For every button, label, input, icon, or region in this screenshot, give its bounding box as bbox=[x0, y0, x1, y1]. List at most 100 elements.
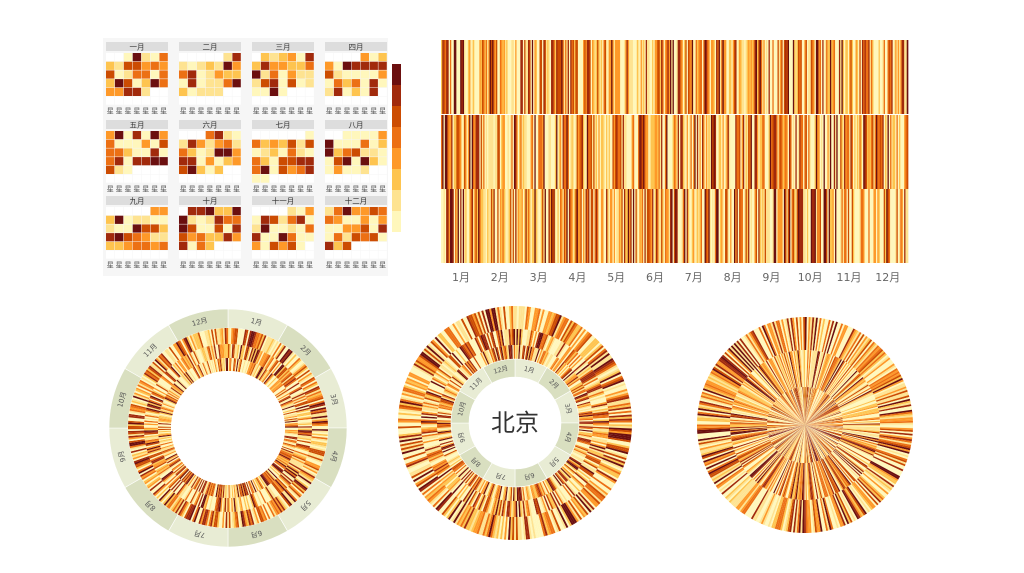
ring-day-cell bbox=[448, 325, 464, 346]
ring-day-cell bbox=[284, 429, 298, 432]
calendar-day-cell bbox=[342, 157, 352, 166]
calendar-day-cell bbox=[223, 79, 232, 88]
ring-day-cell bbox=[183, 471, 193, 483]
ring-day-cell bbox=[442, 447, 457, 455]
ring-day-cell bbox=[536, 483, 542, 497]
ring-day-cell bbox=[469, 314, 481, 337]
ring-day-cell bbox=[510, 500, 513, 517]
ring-day-cell bbox=[146, 445, 161, 451]
ring-day-cell bbox=[261, 371, 271, 383]
ring-day-cell bbox=[249, 331, 256, 348]
strip-day-cell bbox=[804, 40, 806, 114]
strip-day-cell bbox=[678, 189, 681, 263]
ring-day-cell bbox=[440, 400, 454, 406]
strip-day-cell bbox=[713, 189, 716, 263]
strip-day-cell bbox=[629, 40, 631, 114]
strip-day-cell bbox=[824, 189, 827, 263]
strip-day-cell bbox=[478, 189, 480, 263]
ring-day-cell bbox=[877, 443, 910, 454]
ring-day-cell bbox=[554, 472, 565, 485]
calendar-day-cell bbox=[325, 79, 334, 88]
strip-day-cell bbox=[462, 115, 465, 189]
ring-day-cell bbox=[513, 344, 516, 360]
ring-day-cell bbox=[149, 479, 163, 492]
ring-day-cell bbox=[493, 347, 499, 362]
calendar-day-cell bbox=[378, 139, 387, 148]
strip-day-cell bbox=[626, 115, 629, 189]
strip-day-cell bbox=[721, 189, 723, 263]
strip-day-cell bbox=[496, 40, 498, 114]
ring-day-cell bbox=[225, 358, 228, 372]
ring-day-cell bbox=[805, 422, 843, 425]
ring-day-cell bbox=[824, 496, 836, 530]
ring-day-cell bbox=[877, 398, 911, 409]
ring-day-cell bbox=[835, 379, 866, 403]
ring-day-cell bbox=[546, 336, 555, 353]
ring-day-cell bbox=[160, 352, 173, 366]
month-title: 八月 bbox=[349, 121, 364, 130]
strip-day-cell bbox=[710, 40, 713, 114]
ring-day-cell bbox=[308, 400, 325, 407]
ring-day-cell bbox=[587, 451, 603, 459]
strip-day-cell bbox=[446, 40, 448, 114]
strip-heatmap bbox=[441, 40, 909, 263]
calendar-day-cell bbox=[287, 165, 296, 174]
ring-day-cell bbox=[421, 351, 441, 367]
strip-day-cell bbox=[677, 189, 680, 263]
strip-day-cell bbox=[753, 189, 755, 263]
strip-day-cell bbox=[713, 40, 716, 114]
ring-day-cell bbox=[181, 374, 192, 386]
ring-day-cell bbox=[486, 332, 493, 349]
calendar-empty-cell bbox=[106, 207, 115, 216]
ring-day-cell bbox=[197, 479, 204, 492]
ring-day-cell bbox=[805, 425, 815, 462]
ring-day-cell bbox=[436, 335, 453, 354]
ring-day-cell bbox=[840, 330, 859, 360]
strip-day-cell bbox=[544, 189, 547, 263]
ring-day-cell bbox=[217, 344, 221, 359]
ring-day-cell bbox=[590, 400, 607, 406]
calendar-day-cell bbox=[333, 165, 343, 174]
ring-day-cell bbox=[426, 389, 443, 397]
ring-day-cell bbox=[431, 488, 449, 506]
ring-day-cell bbox=[138, 465, 154, 474]
strip-day-cell bbox=[652, 115, 654, 189]
ring-day-cell bbox=[460, 366, 472, 378]
ring-day-cell bbox=[161, 404, 175, 410]
ring-day-cell bbox=[461, 365, 472, 377]
strip-day-cell bbox=[510, 40, 512, 114]
strip-day-cell bbox=[767, 189, 769, 263]
calendar-empty-cell bbox=[351, 241, 361, 250]
ring-day-cell bbox=[158, 432, 172, 435]
ring-day-cell bbox=[733, 436, 769, 449]
strip-day-cell bbox=[562, 115, 565, 189]
ring-day-cell bbox=[207, 482, 213, 496]
ring-day-cell bbox=[831, 451, 859, 479]
ring-day-cell bbox=[216, 484, 220, 498]
strip-day-cell bbox=[590, 115, 593, 189]
ring-day-cell bbox=[805, 349, 807, 388]
ring-day-cell bbox=[715, 363, 744, 384]
ring-day-cell bbox=[146, 443, 160, 448]
ring-day-cell bbox=[422, 436, 439, 441]
strip-day-cell bbox=[588, 189, 590, 263]
strip-day-cell bbox=[786, 189, 789, 263]
strip-day-cell bbox=[536, 115, 539, 189]
ring-day-cell bbox=[439, 495, 456, 514]
strip-day-cell bbox=[543, 115, 545, 189]
ring-day-cell bbox=[282, 442, 296, 447]
strip-month-tick: 1月 bbox=[452, 271, 470, 284]
ring-day-cell bbox=[228, 357, 230, 372]
ring-day-cell bbox=[309, 402, 326, 408]
ring-day-cell bbox=[841, 405, 878, 416]
ring-day-cell bbox=[807, 350, 812, 388]
ring-day-cell bbox=[516, 329, 519, 346]
calendar-day-cell bbox=[260, 215, 270, 224]
ring-day-cell bbox=[793, 317, 799, 351]
ring-day-cell bbox=[296, 442, 311, 447]
ring-day-cell bbox=[486, 482, 493, 497]
strip-day-cell bbox=[851, 189, 854, 263]
calendar-day-cell bbox=[214, 224, 223, 233]
strip-day-cell bbox=[789, 115, 791, 189]
calendar-empty-cell bbox=[123, 250, 133, 259]
